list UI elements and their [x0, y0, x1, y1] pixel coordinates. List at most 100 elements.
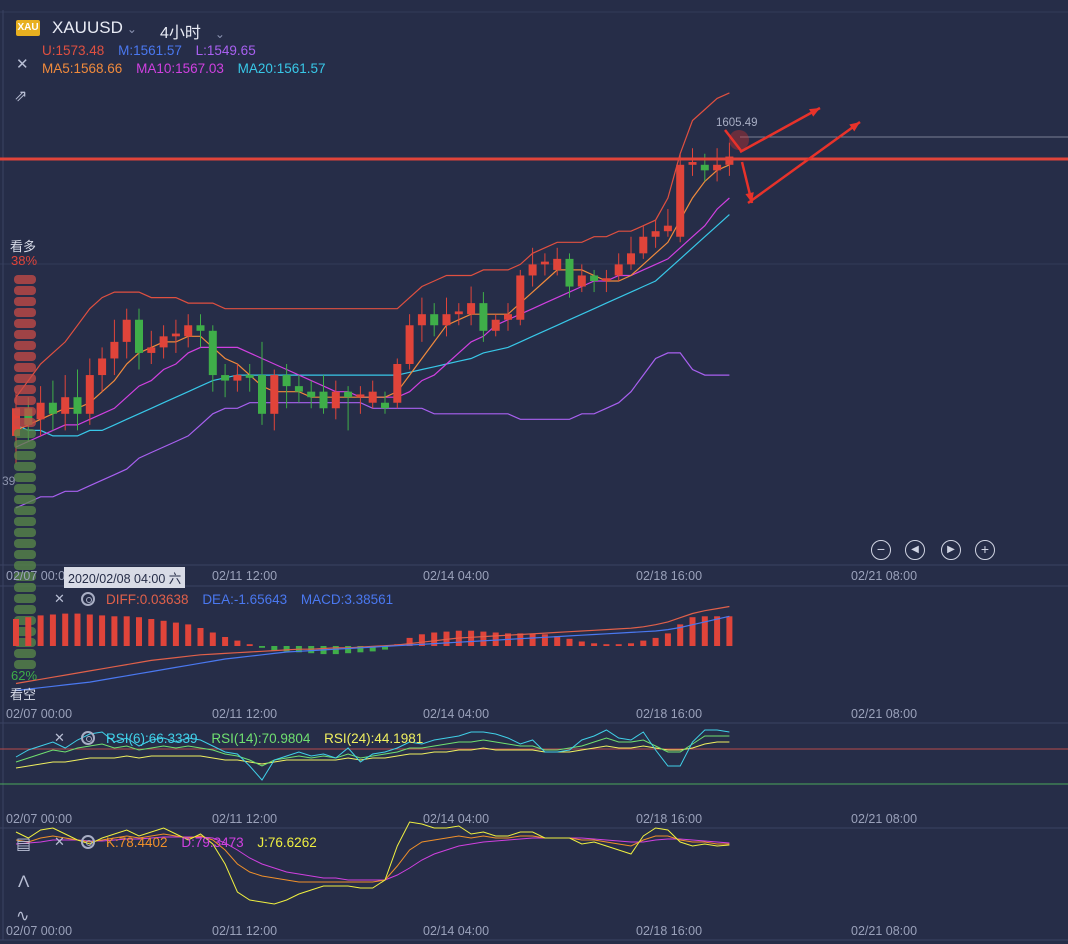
close-icon[interactable]: ✕ [54, 834, 65, 849]
candle [122, 319, 131, 342]
candle [368, 391, 377, 403]
sentiment-gauge-segment [14, 605, 36, 614]
annotation-arrowhead [849, 122, 860, 132]
candle [331, 391, 340, 409]
close-icon[interactable]: ✕ [54, 591, 65, 606]
candle [356, 394, 365, 398]
candle [48, 402, 57, 414]
x-tick-label: 02/18 16:00 [636, 924, 702, 938]
compass-icon[interactable]: Λ [18, 872, 30, 891]
macd-bar [62, 613, 69, 646]
candle [725, 156, 734, 165]
candle [24, 408, 33, 425]
candle [98, 358, 107, 376]
macd-bar [468, 630, 475, 646]
chevron-down-icon: ⌄ [214, 27, 225, 41]
macd-legend: DIFF:0.03638 DEA:-1.65643 MACD:3.38561 [106, 592, 393, 607]
pulse-icon[interactable]: ∿ [16, 908, 30, 925]
candle [528, 264, 537, 276]
gear-icon[interactable] [81, 731, 95, 745]
candle [639, 236, 648, 254]
candle [147, 347, 156, 353]
skip-forward-icon[interactable]: ▶ [941, 540, 961, 560]
d-value: D:79.3473 [181, 835, 244, 850]
candle [565, 258, 574, 287]
x-tick-label: 02/07 00:00 [6, 707, 72, 721]
x-tick-label: 02/18 16:00 [636, 812, 702, 826]
candle [36, 402, 45, 420]
sentiment-gauge-segment [14, 528, 36, 537]
candle [491, 319, 500, 331]
sentiment-gauge-segment [14, 550, 36, 559]
x-tick-label: 02/07 00:00 [6, 924, 72, 938]
bear-percent: 62% [11, 668, 38, 683]
macd-bar [492, 632, 499, 646]
sentiment-gauge-segment [14, 484, 36, 493]
kdj-j-line [15, 821, 730, 905]
annotation-arrow [747, 120, 861, 205]
macd-bar [714, 616, 721, 646]
boll-upper-value: U:1573.48 [42, 43, 105, 58]
close-icon[interactable]: ✕ [54, 730, 65, 745]
candle [270, 375, 279, 414]
ma5-value: MA5:1568.66 [42, 61, 123, 76]
candle [393, 364, 402, 403]
sentiment-gauge-segment [14, 330, 36, 339]
macd-bar [345, 646, 352, 654]
gear-icon[interactable] [81, 592, 95, 606]
chevron-down-icon: ⌄ [126, 22, 137, 36]
sentiment-gauge-segment [14, 451, 36, 460]
diff-value: DIFF:0.03638 [106, 592, 189, 607]
candle [504, 314, 512, 320]
macd-value: MACD:3.38561 [300, 592, 394, 607]
candle [442, 314, 451, 326]
macd-bar [332, 646, 339, 655]
symbol-selector[interactable]: XAUUSD ⌄ [52, 18, 137, 38]
sentiment-gauge-segment [14, 649, 36, 658]
bull-percent: 38% [11, 253, 38, 268]
collapse-icon[interactable]: ⇗ [14, 88, 28, 105]
x-tick-label: 02/11 12:00 [212, 707, 277, 721]
candle [467, 303, 476, 315]
macd-bar [689, 617, 696, 646]
candle [479, 303, 488, 331]
macd-bar [136, 617, 142, 646]
zoom-in-icon[interactable]: + [975, 540, 995, 560]
k-value: K:78.4402 [106, 835, 168, 850]
macd-bar [554, 636, 561, 646]
macd-bar [615, 644, 622, 646]
close-icon[interactable]: ✕ [16, 56, 29, 73]
sentiment-gauge-segment [14, 561, 36, 570]
macd-bar [640, 640, 647, 646]
sentiment-gauge-segment [14, 385, 36, 394]
macd-bar [259, 646, 265, 648]
macd-bar [664, 633, 671, 646]
ma20-line [15, 214, 730, 437]
sentiment-gauge-segment [14, 341, 36, 350]
macd-bar [13, 619, 19, 646]
annotation-arrow [724, 129, 743, 153]
macd-bar [160, 620, 167, 646]
x-tick-label: 02/18 16:00 [636, 569, 702, 583]
sentiment-gauge-segment [14, 517, 36, 526]
cursor-highlight [729, 130, 749, 150]
gear-icon[interactable] [81, 835, 95, 849]
rsi14-line [15, 735, 730, 767]
macd-bar [382, 646, 388, 650]
candle [663, 225, 672, 232]
macd-bar [541, 634, 548, 646]
period-selector[interactable]: 4小时 ⌄ [160, 19, 225, 43]
macd-bar [111, 616, 118, 646]
bar-chart-icon[interactable]: ▤ [16, 836, 32, 853]
skip-back-icon[interactable]: ◀ [905, 540, 925, 560]
boll-upper-line [15, 92, 730, 398]
candle [135, 319, 143, 353]
macd-bar [369, 646, 376, 652]
zoom-out-icon[interactable]: − [871, 540, 891, 560]
candle [405, 325, 414, 364]
annotation-arrow [739, 106, 821, 154]
candle [159, 336, 168, 348]
sentiment-side-value: 39 [2, 474, 16, 488]
kdj-d-line [15, 836, 730, 881]
